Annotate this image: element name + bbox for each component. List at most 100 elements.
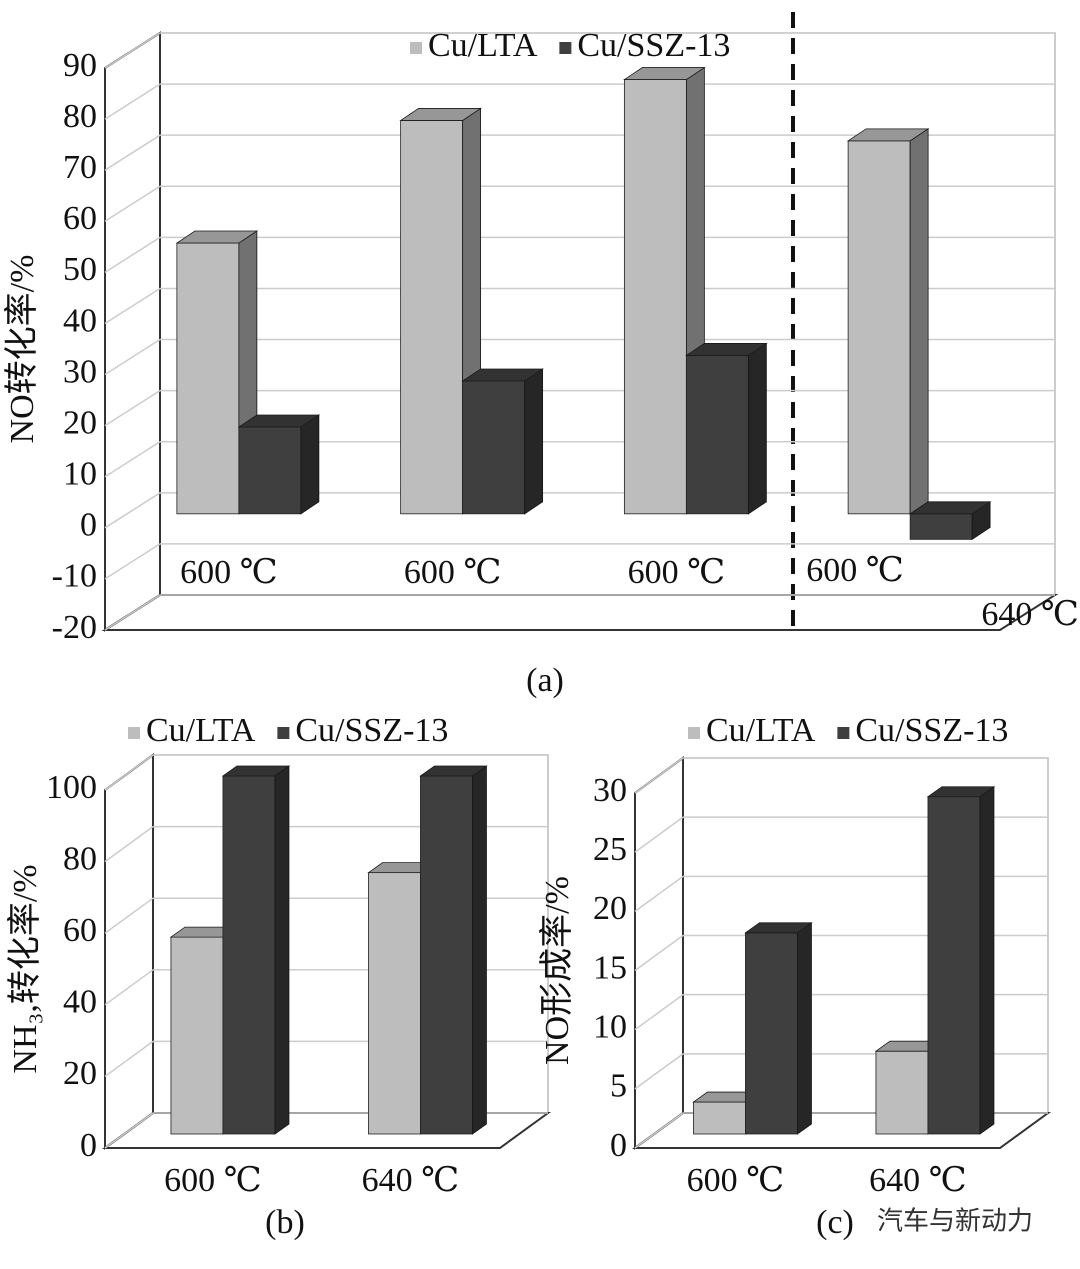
bar-top [623, 67, 706, 80]
x-tick-label: 600 ℃ [628, 554, 726, 591]
y-tick-label: 90 [63, 47, 97, 84]
grid-line-side [104, 1112, 154, 1149]
y-tick-label: 20 [593, 890, 627, 927]
y-axis-label: NO转化率/% [3, 255, 41, 444]
grid-line-side [634, 816, 684, 853]
grid-line-side [104, 185, 161, 222]
bar-top [926, 786, 996, 798]
grid-line-side [104, 441, 161, 478]
bar [875, 1050, 929, 1135]
bar-side [797, 922, 812, 1135]
y-tick-label: 70 [63, 149, 97, 186]
legend-swatch [128, 727, 140, 739]
legend-swatch [688, 727, 700, 739]
y-tick-label: 0 [80, 1127, 97, 1164]
bar-top [908, 501, 992, 515]
legend-label: Cu/LTA [146, 712, 256, 749]
x-tick-label: 640 ℃ [869, 1162, 967, 1199]
bar-top [685, 343, 768, 356]
bar-top [221, 765, 291, 777]
bar [927, 796, 981, 1135]
y-tick-label: 50 [63, 251, 97, 288]
y-tick-label: 60 [63, 200, 97, 237]
y-tick-label: 30 [593, 772, 627, 809]
bar-top [744, 922, 813, 934]
watermark: 汽车与新动力 [877, 1207, 1033, 1237]
grid-line-side [104, 897, 154, 934]
y-tick-label: 25 [593, 831, 627, 868]
grid-line-side [634, 994, 684, 1031]
bar-top [419, 765, 488, 777]
legend-label: Cu/SSZ-13 [577, 27, 730, 64]
legend-swatch [410, 42, 422, 54]
y-tick-label: 30 [63, 353, 97, 390]
grid-line-side [104, 969, 154, 1006]
grid-line-side [104, 825, 154, 863]
grid-line-side [634, 934, 684, 972]
grid-line-side [104, 594, 161, 631]
bar [222, 775, 276, 1135]
annotation: 600 ℃ [806, 552, 904, 589]
legend-label: Cu/SSZ-13 [855, 712, 1008, 749]
grid-line-side [104, 83, 161, 120]
bar [420, 775, 473, 1135]
x-tick-label: 600 ℃ [687, 1162, 785, 1199]
bar [368, 872, 421, 1135]
bar [909, 513, 973, 540]
bar [693, 1101, 746, 1135]
y-tick-label: 80 [63, 840, 97, 877]
y-tick-label: 10 [593, 1008, 627, 1045]
y-tick-label: 15 [593, 949, 627, 986]
grid-line-side [634, 757, 684, 794]
y-tick-label: 40 [63, 984, 97, 1021]
side-wall [104, 31, 161, 632]
caption: (c) [816, 1204, 854, 1241]
y-axis-label: NO形成率/% [538, 876, 576, 1065]
y-tick-label: 40 [63, 302, 97, 339]
y-tick-label: 20 [63, 1055, 97, 1092]
bar-side [274, 765, 290, 1135]
bar [745, 932, 798, 1135]
y-tick-label: 60 [63, 912, 97, 949]
x-tick-label: 640 ℃ [362, 1162, 460, 1199]
y-tick-label: -10 [52, 558, 97, 595]
bar [847, 140, 911, 515]
grid-line-side [104, 1040, 154, 1078]
grid-line-side [104, 32, 161, 69]
x-tick-label: 600 ℃ [180, 554, 278, 591]
bar-top [175, 230, 259, 244]
caption: (b) [265, 1204, 305, 1241]
bar-side [472, 765, 487, 1135]
legend-swatch [277, 727, 290, 739]
bar-top [461, 368, 544, 382]
legend-label: Cu/SSZ-13 [295, 712, 448, 749]
legend-label: Cu/LTA [428, 27, 538, 64]
bar-top [237, 414, 321, 428]
x-tick-label: 600 ℃ [404, 554, 502, 591]
y-tick-label: 0 [80, 507, 97, 544]
grid-line-side [634, 1112, 684, 1149]
legend-swatch [559, 42, 572, 54]
y-tick-label: 5 [610, 1068, 627, 1105]
grid-line-side [104, 543, 161, 580]
bar [685, 355, 749, 515]
grid-line-side [104, 754, 154, 791]
bar [170, 936, 224, 1135]
legend-swatch [837, 727, 850, 739]
bar [462, 380, 526, 515]
bar [238, 426, 302, 515]
y-tick-label: 100 [46, 769, 97, 806]
bar-side [909, 128, 929, 515]
legend-label: Cu/LTA [706, 712, 816, 749]
y-tick-label: 0 [610, 1127, 627, 1164]
x-tick-label: 600 ℃ [164, 1162, 262, 1199]
bar-side [979, 785, 995, 1135]
y-tick-label: -20 [52, 609, 97, 646]
grid-line-side [634, 875, 684, 912]
bar-side [747, 342, 767, 515]
caption: (a) [526, 662, 564, 699]
floor [101, 594, 1059, 631]
bar [176, 242, 240, 515]
grid-line-side [634, 1053, 684, 1090]
